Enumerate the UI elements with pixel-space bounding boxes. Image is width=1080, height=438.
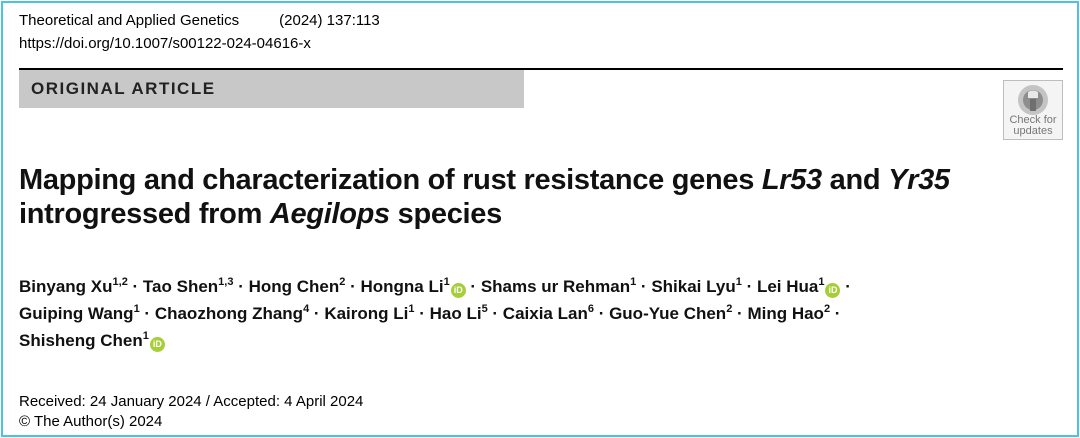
author-name[interactable]: Lei Hua [756,277,819,296]
title-gene-yr35: Yr35 [888,164,950,196]
author-separator: · [127,277,143,296]
author-separator: · [593,304,610,323]
copyright: © The Author(s) 2024 [19,413,163,430]
affiliation-number: 1 [408,303,415,315]
author-name[interactable]: Tao Shen [142,277,219,296]
author-name[interactable]: Ming Hao [747,304,824,323]
journal-name: Theoretical and Applied Genetics [19,12,240,29]
check-for-updates-button[interactable]: Check for updates [1003,80,1063,140]
orcid-icon[interactable]: iD [825,283,841,298]
doi-link[interactable]: https://doi.org/10.1007/s00122-024-04616… [19,35,311,52]
affiliation-number: 2 [823,303,831,315]
affiliation-number: 1 [142,330,149,342]
title-text-2: and [821,164,889,196]
title-genus: Aegilops [269,198,390,230]
affiliation-number: 5 [481,303,488,315]
check-for-updates-text: Check for updates [1004,115,1062,137]
article-title: Mapping and characterization of rust res… [19,163,950,231]
affiliation-number: 1 [133,303,140,315]
title-gene-lr53: Lr53 [761,164,822,196]
title-text-3: introgressed from [19,198,270,230]
author-name[interactable]: Hong Chen [248,277,340,296]
author-name[interactable]: Hao Li [429,304,482,323]
author-name[interactable]: Guo-Yue Chen [609,304,727,323]
author-name[interactable]: Hongna Li [360,277,444,296]
author-separator: · [345,277,361,296]
author-name[interactable]: Binyang Xu [19,277,113,296]
received-accepted-dates: Received: 24 January 2024 / Accepted: 4 … [19,393,364,410]
author-separator: · [465,277,481,296]
affiliation-number: 1 [735,276,742,288]
orcid-icon[interactable]: iD [149,337,165,352]
citation: (2024) 137:113 [279,12,380,29]
affiliation-number: 1 [630,276,637,288]
author-separator: · [309,304,325,323]
author-name[interactable]: Shikai Lyu [651,277,736,296]
affiliation-number: 2 [339,276,346,288]
author-separator: · [139,304,155,323]
author-name[interactable]: Chaozhong Zhang [154,304,304,323]
check-line1: Check for [1009,114,1057,126]
author-separator: · [233,277,249,296]
title-text-1: Mapping and characterization of rust res… [19,164,762,196]
affiliation-number: 1,2 [112,276,128,288]
author-separator: · [830,304,841,323]
author-name[interactable]: Caixia Lan [502,304,588,323]
affiliation-number: 6 [587,303,594,315]
author-separator: · [414,304,430,323]
affiliation-number: 2 [726,303,733,315]
affiliation-number: 1 [443,276,450,288]
author-separator: · [636,277,652,296]
affiliation-number: 1 [818,276,825,288]
affiliation-number: 4 [303,303,310,315]
author-name[interactable]: Guiping Wang [19,304,134,323]
article-type-label: ORIGINAL ARTICLE [31,79,216,98]
header-rule [19,68,1063,70]
author-separator: · [840,277,851,296]
author-separator: · [487,304,503,323]
title-text-4: species [389,198,503,230]
affiliation-number: 1,3 [218,276,234,288]
author-name[interactable]: Shisheng Chen [19,331,143,350]
author-separator: · [732,304,748,323]
journal-citation: Theoretical and Applied Genetics (2024) 1… [19,11,380,31]
article-type-banner: ORIGINAL ARTICLE [19,70,524,108]
check-line2: updates [1013,125,1053,137]
author-name[interactable]: Shams ur Rehman [480,277,631,296]
author-separator: · [741,277,757,296]
author-name[interactable]: Kairong Li [324,304,409,323]
author-list: Binyang Xu1,2 · Tao Shen1,3 · Hong Chen2… [19,273,851,354]
orcid-icon[interactable]: iD [450,283,466,298]
crossmark-icon [1018,85,1048,115]
